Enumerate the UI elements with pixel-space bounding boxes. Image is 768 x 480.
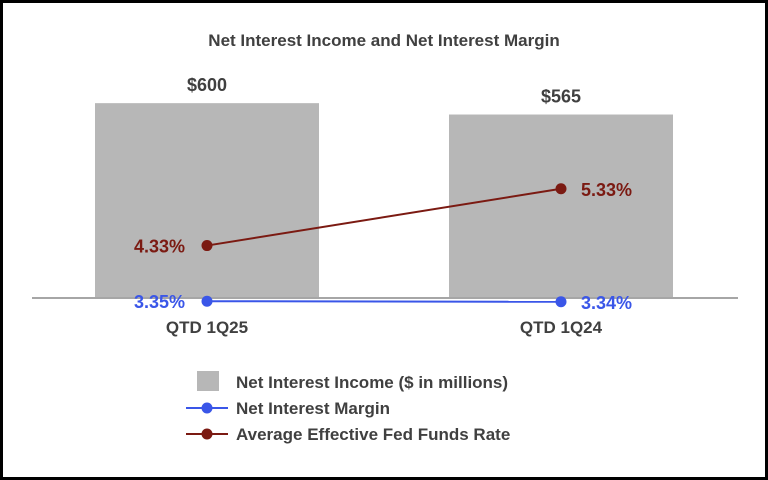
average-effective-fed-funds-rate-point-1	[201, 240, 213, 252]
legend-swatch-bars	[197, 371, 219, 391]
average-effective-fed-funds-rate-line	[206, 187, 562, 247]
bar-2	[449, 114, 673, 298]
bar-value-label-1: $600	[187, 75, 227, 95]
bar-value-label-2: $565	[541, 87, 581, 107]
legend-label-average-effective-fed-funds-rate: Average Effective Fed Funds Rate	[236, 425, 510, 444]
legend-marker-average-effective-fed-funds-rate	[201, 428, 213, 440]
net-interest-margin-line	[206, 300, 562, 303]
net-interest-margin-label-2: 3.34%	[581, 293, 632, 313]
legend-marker-net-interest-margin	[201, 402, 213, 414]
net-interest-margin-point-1	[201, 295, 213, 307]
legend-label-net-interest-margin: Net Interest Margin	[236, 399, 390, 418]
x-tick-label-2: QTD 1Q24	[520, 318, 603, 337]
bar-1	[95, 103, 319, 298]
chart-title: Net Interest Income and Net Interest Mar…	[208, 31, 559, 50]
average-effective-fed-funds-rate-point-2	[555, 183, 567, 195]
x-tick-label-1: QTD 1Q25	[166, 318, 248, 337]
legend-label-bars: Net Interest Income ($ in millions)	[236, 373, 508, 392]
average-effective-fed-funds-rate-label-1: 4.33%	[134, 237, 185, 257]
net-interest-margin-label-1: 3.35%	[134, 292, 185, 312]
average-effective-fed-funds-rate-label-2: 5.33%	[581, 180, 632, 200]
net-interest-margin-point-2	[555, 296, 567, 308]
